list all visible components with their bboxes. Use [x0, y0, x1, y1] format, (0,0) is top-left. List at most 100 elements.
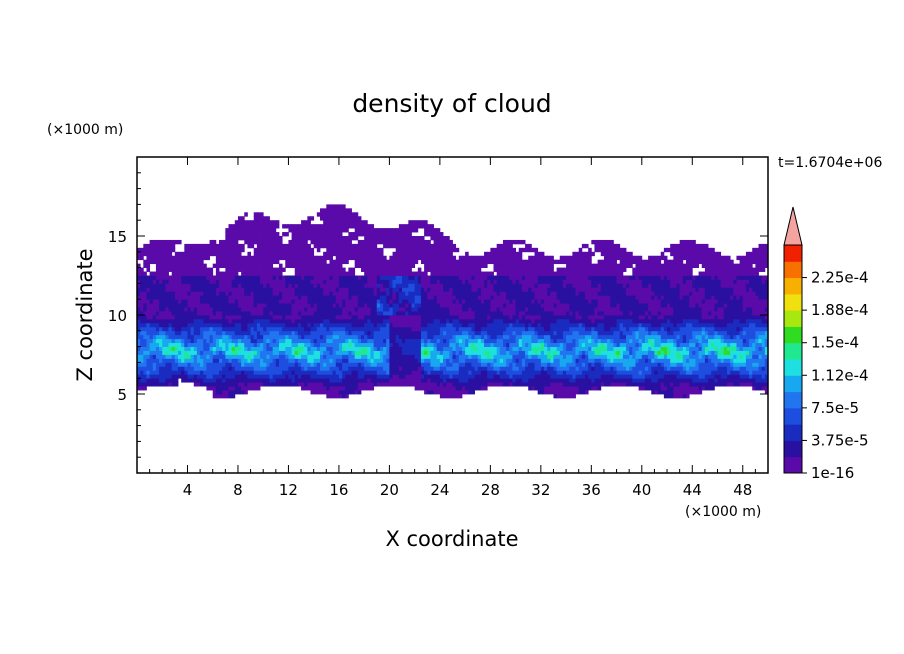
density-cell: [288, 295, 292, 300]
density-cell: [225, 394, 229, 399]
density-cell: [190, 295, 195, 300]
density-cell: [439, 322, 444, 328]
density-cell: [241, 255, 245, 261]
density-cell: [146, 283, 151, 288]
density-cell: [411, 358, 416, 363]
density-cell: [367, 251, 371, 257]
density-cell: [168, 291, 173, 296]
density-cell: [266, 334, 270, 340]
density-cell: [244, 318, 248, 324]
density-cell: [417, 346, 422, 351]
density-cell: [398, 303, 403, 308]
density-cell: [165, 255, 169, 261]
density-cell: [178, 255, 182, 261]
density-cell: [518, 291, 523, 296]
density-cell: [234, 311, 239, 316]
density-cell: [395, 311, 400, 316]
density-cell: [263, 382, 267, 387]
density-cell: [332, 374, 337, 379]
density-cell: [411, 374, 416, 379]
density-cell: [398, 315, 403, 320]
density-cell: [149, 295, 154, 300]
density-cell: [338, 263, 343, 268]
density-cell: [499, 283, 504, 288]
density-cell: [203, 382, 207, 387]
density-cell: [323, 275, 327, 280]
density-cell: [162, 330, 166, 336]
density-cell: [316, 263, 321, 268]
density-cell: [436, 307, 441, 312]
density-cell: [354, 334, 359, 340]
density-cell: [187, 366, 192, 371]
density-cell: [471, 390, 475, 395]
density-cell: [225, 283, 229, 288]
density-cell: [417, 338, 422, 344]
density-cell: [301, 303, 305, 308]
density-cell: [338, 394, 343, 399]
density-cell: [291, 236, 296, 241]
density-cell: [329, 318, 334, 324]
density-cell: [528, 346, 532, 351]
density-cell: [392, 291, 397, 296]
density-cell: [490, 303, 494, 308]
density-cell: [521, 378, 526, 383]
density-cell: [335, 354, 340, 359]
density-cell: [228, 350, 233, 355]
density-cell: [329, 366, 334, 371]
density-cell: [266, 330, 270, 336]
density-cell: [338, 350, 343, 355]
density-cell: [313, 236, 318, 241]
density-cell: [313, 271, 318, 276]
density-cell: [247, 382, 251, 387]
density-cell: [310, 287, 315, 292]
density-cell: [477, 299, 482, 304]
density-cell: [376, 370, 381, 375]
density-cell: [370, 334, 375, 340]
density-cell: [443, 326, 447, 332]
density-cell: [395, 232, 400, 237]
density-cell: [184, 263, 188, 268]
density-cell: [196, 279, 201, 284]
density-cell: [493, 315, 498, 320]
density-cell: [528, 374, 532, 379]
density-cell: [304, 267, 308, 272]
density-cell: [326, 334, 330, 340]
density-cell: [345, 354, 349, 359]
density-cell: [424, 220, 428, 225]
density-cell: [256, 212, 261, 217]
density-cell: [237, 362, 242, 367]
density-cell: [354, 354, 359, 359]
density-cell: [490, 315, 494, 320]
density-cell: [140, 362, 144, 367]
density-cell: [275, 224, 280, 229]
density-cell: [414, 338, 419, 344]
density-cell: [165, 247, 169, 253]
density-cell: [458, 287, 463, 292]
density-cell: [531, 386, 535, 391]
density-cell: [376, 283, 381, 288]
density-cell: [338, 382, 343, 387]
density-cell: [436, 255, 441, 261]
density-cell: [446, 354, 450, 359]
density-cell: [206, 271, 210, 276]
density-cell: [256, 283, 261, 288]
density-cell: [398, 338, 403, 344]
density-cell: [439, 362, 444, 367]
density-cell: [537, 346, 542, 351]
density-cell: [439, 263, 444, 268]
density-cell: [137, 338, 141, 344]
density-cell: [155, 382, 160, 387]
density-cell: [474, 326, 479, 332]
density-cell: [237, 255, 242, 261]
density-cell: [446, 283, 450, 288]
density-cell: [146, 346, 151, 351]
density-cell: [449, 263, 453, 268]
density-cell: [178, 263, 182, 268]
density-cell: [193, 362, 198, 367]
density-cell: [342, 358, 346, 363]
density-cell: [181, 251, 185, 257]
density-cell: [345, 275, 349, 280]
density-cell: [285, 342, 289, 347]
density-cell: [231, 322, 236, 328]
density-cell: [137, 291, 141, 296]
